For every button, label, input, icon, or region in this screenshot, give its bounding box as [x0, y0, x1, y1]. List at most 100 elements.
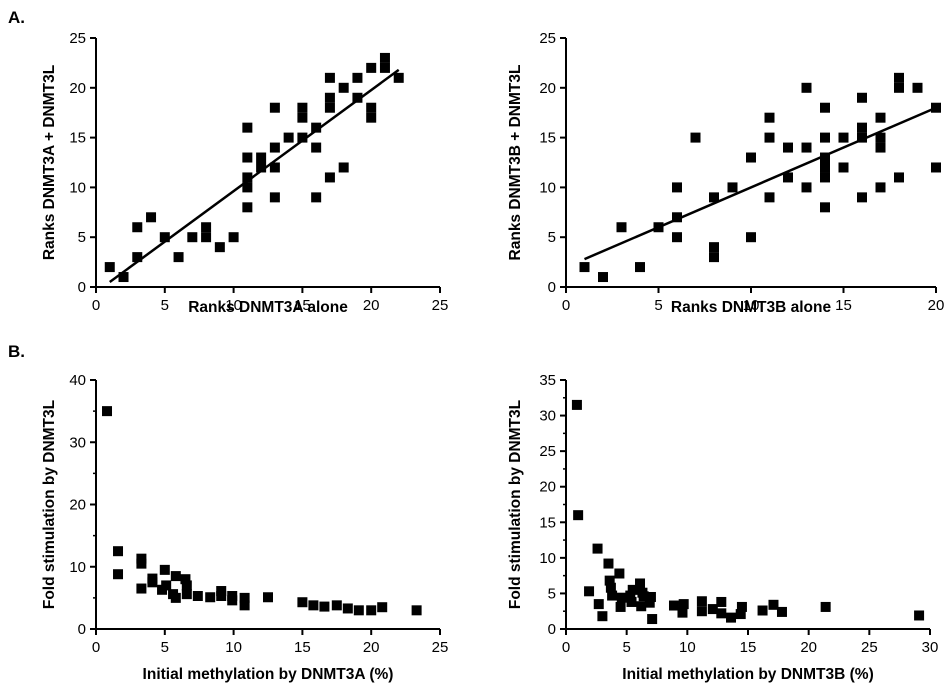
y-tick-label: 10 — [69, 559, 86, 576]
x-axis-title: Initial methylation by DNMT3A (%) — [143, 666, 394, 683]
data-point — [192, 591, 203, 602]
data-point — [173, 252, 184, 263]
x-tick-label: 15 — [294, 639, 311, 656]
x-tick-label: 20 — [928, 297, 945, 314]
y-tick-label: 5 — [548, 585, 556, 602]
data-point — [603, 558, 614, 569]
data-point — [727, 182, 738, 193]
data-point — [726, 612, 737, 623]
data-point — [269, 102, 280, 113]
data-point — [132, 252, 143, 263]
data-point — [319, 601, 330, 612]
data-point — [783, 142, 793, 153]
x-tick-label: 15 — [835, 297, 852, 314]
scatter-plot-b-right: 0 5 10 15 20 25 30 0 5 10 15 20 25 30 35 Initial methyl… — [507, 372, 938, 683]
data-point — [678, 599, 689, 610]
data-point — [735, 609, 746, 620]
x-tick-label: 30 — [922, 639, 939, 656]
data-point — [757, 605, 768, 616]
data-point — [411, 605, 422, 616]
data-point — [857, 132, 867, 143]
data-point — [592, 543, 603, 554]
x-axis-title: Initial methylation by DNMT3B (%) — [622, 666, 873, 683]
scatter-plot-a-right: 0 5 10 15 20 0 5 10 15 20 25 Ranks DNMT3B alone Rank… — [507, 30, 944, 316]
data-point — [653, 222, 664, 233]
data-point — [571, 399, 582, 410]
data-point — [707, 604, 718, 615]
data-point — [627, 584, 638, 595]
data-point — [242, 182, 253, 193]
data-point — [584, 586, 595, 597]
x-tick-label: 25 — [432, 297, 449, 314]
data-point — [598, 272, 608, 283]
data-point — [297, 132, 308, 143]
data-point — [308, 600, 319, 611]
data-point — [768, 599, 779, 610]
data-point — [366, 605, 377, 616]
y-tick-label: 15 — [69, 130, 86, 147]
x-tick-label: 15 — [740, 639, 757, 656]
data-point — [820, 132, 830, 143]
data-point — [377, 602, 388, 613]
data-point — [338, 162, 349, 173]
data-point — [690, 132, 701, 143]
x-tick-label: 20 — [363, 639, 380, 656]
data-point — [875, 182, 886, 193]
data-point — [297, 102, 308, 113]
data-point — [645, 591, 656, 602]
data-point — [324, 92, 335, 103]
data-point — [579, 262, 590, 273]
data-point — [379, 62, 390, 73]
data-point — [875, 112, 886, 123]
data-point — [696, 606, 707, 617]
data-point — [136, 583, 147, 594]
data-point — [709, 192, 719, 203]
data-point — [269, 162, 280, 173]
data-point — [379, 52, 390, 63]
data-point — [636, 601, 647, 612]
data-point — [242, 122, 253, 133]
data-point — [635, 262, 645, 273]
data-point — [181, 580, 192, 591]
data-point — [604, 575, 615, 586]
x-tick-label: 20 — [800, 639, 817, 656]
data-point — [181, 589, 192, 600]
data-point — [242, 172, 253, 183]
data-point — [256, 152, 267, 163]
data-point — [607, 590, 618, 601]
x-axis-title: Ranks DNMT3B alone — [671, 299, 832, 316]
x-tick-label: 5 — [161, 297, 169, 314]
data-point — [764, 112, 775, 123]
data-point — [216, 586, 227, 597]
data-point — [269, 142, 280, 153]
data-point — [597, 611, 608, 622]
data-point — [709, 252, 719, 263]
data-point — [616, 222, 627, 233]
data-point — [256, 162, 267, 173]
data-point — [311, 122, 322, 133]
data-point — [820, 601, 831, 612]
data-point — [894, 72, 904, 83]
x-tick-label: 0 — [92, 639, 100, 656]
data-point — [644, 597, 655, 608]
data-point — [638, 591, 649, 602]
x-tick-label: 5 — [622, 639, 630, 656]
y-tick-label: 5 — [78, 229, 86, 246]
data-point — [931, 162, 941, 173]
data-point — [776, 606, 787, 617]
data-point — [239, 592, 250, 603]
y-axis-title: Fold stimulation by DNMT3L — [41, 400, 58, 609]
data-point — [146, 212, 157, 223]
data-point — [716, 596, 727, 607]
data-point — [647, 614, 658, 625]
data-point — [263, 592, 273, 603]
panel-label-b: B. — [8, 342, 25, 361]
y-tick-label: 35 — [539, 372, 556, 389]
data-point — [764, 132, 775, 143]
data-point — [857, 192, 867, 203]
y-tick-label: 20 — [539, 80, 556, 97]
data-point — [875, 142, 886, 153]
data-point — [205, 592, 216, 603]
data-point — [366, 112, 377, 123]
